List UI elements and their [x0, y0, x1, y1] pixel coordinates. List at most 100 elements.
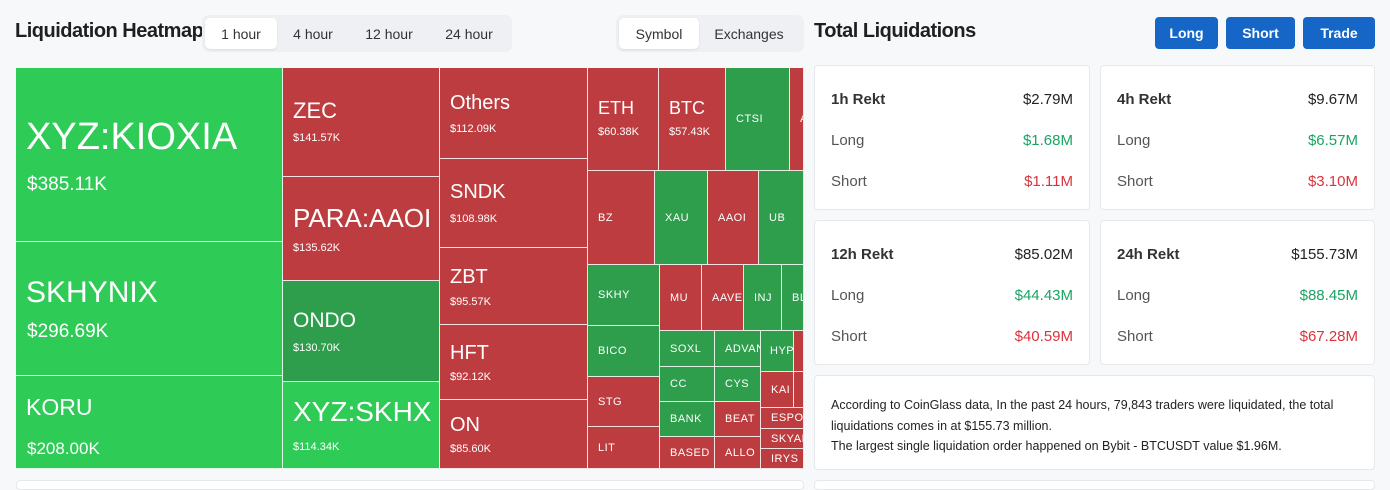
- heatmap-tile-eth[interactable]: ETH $60.38K: [588, 68, 659, 171]
- tile-symbol: PARA:AAOI: [293, 203, 432, 233]
- tile-symbol: ESPO: [771, 412, 804, 424]
- tile-symbol: BEAT: [725, 413, 755, 425]
- tile-value: $135.62K: [293, 242, 341, 254]
- heatmap-tile-unnamed-1[interactable]: [794, 331, 804, 372]
- tile-symbol: SKHYNIX: [26, 276, 158, 309]
- trade-button[interactable]: Trade: [1303, 17, 1375, 49]
- tab-24-hour[interactable]: 24 hour: [445, 25, 493, 42]
- heatmap-tile-stg[interactable]: STG: [588, 377, 660, 427]
- tab-symbol[interactable]: Symbol: [619, 18, 699, 49]
- short-label: Short: [1117, 328, 1153, 345]
- heatmap-tile-irys[interactable]: IRYS: [761, 449, 804, 469]
- heatmap-tile-koru[interactable]: KORU $208.00K: [16, 376, 283, 469]
- heatmap-tile-a[interactable]: A: [790, 68, 804, 171]
- tile-symbol: ALLO: [725, 446, 756, 459]
- heatmap-tile-others[interactable]: Others $112.09K: [440, 68, 588, 159]
- heatmap-tile-on[interactable]: ON $85.60K: [440, 400, 588, 469]
- tab-4-hour[interactable]: 4 hour: [293, 25, 333, 42]
- heatmap-tile-xau[interactable]: XAU: [655, 171, 708, 265]
- tile-value: $114.34K: [293, 441, 340, 453]
- heatmap-tile-beat[interactable]: BEAT: [715, 402, 761, 437]
- next-panel-edge-right: [814, 480, 1375, 490]
- heatmap-tile-para-aaoi[interactable]: PARA:AAOI $135.62K: [283, 177, 440, 281]
- heatmap-tile-skhy[interactable]: SKHY: [588, 265, 660, 326]
- heatmap-title: Liquidation Heatmap: [15, 20, 204, 42]
- heatmap-tile-sndk[interactable]: SNDK $108.98K: [440, 159, 588, 248]
- heatmap-tile-bl[interactable]: BL: [782, 265, 804, 331]
- heatmap-tile-aaoi[interactable]: AAOI: [708, 171, 759, 265]
- card-total: $2.79M: [1022, 91, 1073, 108]
- heatmap-tile-advan[interactable]: ADVAN: [715, 331, 761, 367]
- long-label: Long: [831, 287, 865, 304]
- heatmap-tile-inj[interactable]: INJ: [744, 265, 782, 331]
- heatmap-tile-xyz-skhx[interactable]: XYZ:SKHX $114.34K: [283, 382, 440, 469]
- short-value: $40.59M: [1014, 328, 1073, 345]
- tile-symbol: ETH: [598, 98, 634, 118]
- tile-symbol: BANK: [670, 413, 702, 425]
- tile-symbol: SKYAI: [771, 432, 804, 445]
- card-total: $155.73M: [1291, 246, 1358, 263]
- tile-symbol: STG: [598, 395, 623, 408]
- short-value: $67.28M: [1299, 328, 1358, 345]
- heatmap-tile-xyz-kioxia[interactable]: XYZ:KIOXIA $385.11K: [16, 68, 283, 242]
- heatmap-tile-allo[interactable]: ALLO: [715, 437, 761, 469]
- tile-value: $296.69K: [27, 321, 109, 342]
- heatmap-tile-zbt[interactable]: ZBT $95.57K: [440, 248, 588, 325]
- tab-1-hour[interactable]: 1 hour: [205, 18, 277, 49]
- tile-value: $130.70K: [293, 342, 341, 354]
- heatmap-tile-espo[interactable]: ESPO: [761, 408, 804, 429]
- short-label: Short: [1117, 173, 1153, 190]
- view-selector: Symbol Exchanges: [616, 15, 804, 52]
- tile-symbol: BASED: [670, 446, 710, 459]
- heatmap-tile-bz[interactable]: BZ: [588, 171, 655, 265]
- heatmap-tile-bico[interactable]: BICO: [588, 326, 660, 377]
- heatmap-tile-hft[interactable]: HFT $92.12K: [440, 325, 588, 400]
- tile-symbol: SOXL: [670, 342, 702, 355]
- heatmap-tile-soxl[interactable]: SOXL: [660, 331, 715, 367]
- long-button[interactable]: Long: [1155, 17, 1218, 49]
- heatmap-tile-mu[interactable]: MU: [660, 265, 702, 331]
- tile-symbol: ON: [450, 414, 480, 436]
- short-label: Short: [831, 328, 867, 345]
- tile-symbol: ZBT: [450, 266, 488, 288]
- long-value: $1.68M: [1022, 132, 1073, 149]
- tile-symbol: CTSI: [736, 113, 764, 125]
- tile-value: $141.57K: [293, 132, 341, 144]
- heatmap-tile-ondo[interactable]: ONDO $130.70K: [283, 281, 440, 382]
- heatmap-tile-cys[interactable]: CYS: [715, 367, 761, 402]
- heatmap-tile-unnamed-2[interactable]: [794, 372, 804, 408]
- heatmap-tile-aave[interactable]: AAVE: [702, 265, 744, 331]
- heatmap-tile-skhynix[interactable]: SKHYNIX $296.69K: [16, 242, 283, 376]
- short-value: $3.10M: [1307, 173, 1358, 190]
- short-button[interactable]: Short: [1226, 17, 1295, 49]
- tile-symbol: BL: [792, 291, 803, 304]
- tile-symbol: SNDK: [450, 181, 506, 203]
- tile-value: $85.60K: [450, 443, 491, 455]
- tile-symbol: MU: [670, 291, 689, 304]
- heatmap-tile-ctsi[interactable]: CTSI: [726, 68, 790, 171]
- heatmap-tile-bank[interactable]: BANK: [660, 402, 715, 437]
- long-value: $44.43M: [1014, 287, 1073, 304]
- tile-symbol: CC: [670, 378, 687, 390]
- tab-exchanges[interactable]: Exchanges: [714, 25, 784, 42]
- heatmap-tile-btc[interactable]: BTC $57.43K: [659, 68, 726, 171]
- heatmap-tile-skyai[interactable]: SKYAI: [761, 429, 804, 449]
- heatmap-tile-hyp[interactable]: HYP: [761, 331, 794, 372]
- heatmap-tile-ub[interactable]: UB: [759, 171, 804, 265]
- tile-symbol: CYS: [725, 378, 750, 390]
- heatmap-tile-zec[interactable]: ZEC $141.57K: [283, 68, 440, 177]
- timeframe-selector: 1 hour 4 hour 12 hour 24 hour: [202, 15, 512, 52]
- tab-12-hour[interactable]: 12 hour: [365, 25, 413, 42]
- tile-symbol: INJ: [754, 291, 772, 304]
- tile-symbol: XYZ:KIOXIA: [26, 116, 238, 158]
- heatmap-tile-kai[interactable]: KAI: [761, 372, 794, 408]
- long-value: $6.57M: [1307, 132, 1358, 149]
- heatmap-tile-cc[interactable]: CC: [660, 367, 715, 402]
- long-label: Long: [1117, 132, 1151, 149]
- tile-symbol: LIT: [598, 441, 616, 454]
- rekt-card-1h: 1h Rekt $2.79M Long $1.68M Short $1.11M: [814, 65, 1090, 210]
- heatmap-tile-based[interactable]: BASED: [660, 437, 715, 469]
- heatmap-tile-lit[interactable]: LIT: [588, 427, 660, 469]
- tile-symbol: AAOI: [718, 211, 747, 224]
- tile-symbol: BTC: [669, 98, 705, 118]
